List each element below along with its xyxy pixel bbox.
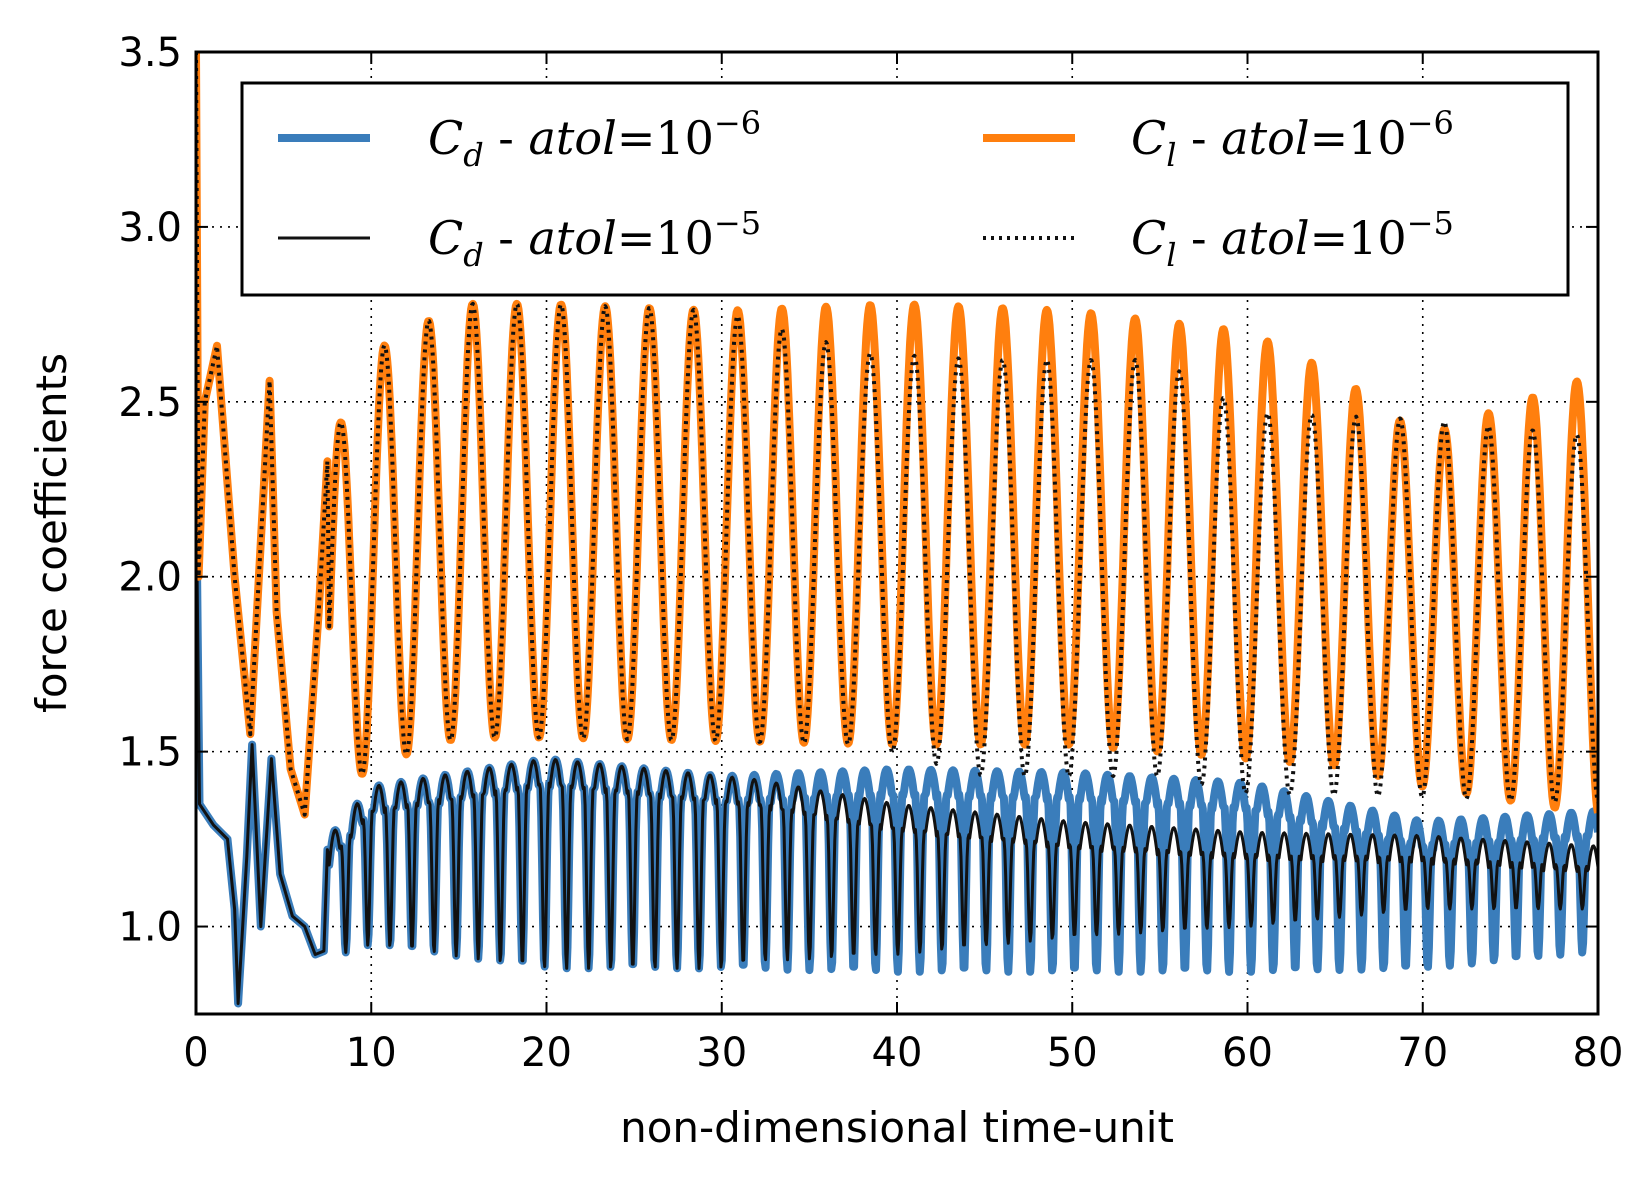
- legend-label-part: =10: [1310, 111, 1407, 165]
- legend-entry-1: Cd - atol=10−5: [278, 204, 761, 274]
- x-axis-label: non-dimensional time-unit: [620, 1103, 1174, 1152]
- legend-box: [240, 81, 1570, 297]
- x-tick-label: 40: [872, 1030, 923, 1076]
- legend-label: Cl - atol=10−6: [1131, 104, 1454, 174]
- legend-label-part: −6: [714, 104, 761, 142]
- x-tick-label: 0: [183, 1030, 208, 1076]
- tick-labels: 0 10 20 30 40 50 60 70 80 1.0 1.5 2.0 2.5 3.0 3.5: [118, 30, 1623, 1076]
- x-tick-label: 20: [521, 1030, 572, 1076]
- legend-label: Cd - atol=10−6: [428, 104, 761, 174]
- legend-label-part: -: [1176, 111, 1221, 165]
- legend-label-part: l: [1166, 136, 1176, 174]
- legend: Cd - atol=10−6Cd - atol=10−5Cl - atol=10…: [240, 81, 1570, 297]
- x-tick-label: 10: [346, 1030, 397, 1076]
- legend-label-part: C: [1131, 211, 1166, 265]
- legend-label: Cd - atol=10−5: [428, 204, 761, 274]
- legend-label-part: atol: [528, 211, 616, 265]
- y-tick-label: 1.0: [118, 905, 182, 951]
- series-line-2: [196, 52, 1598, 819]
- legend-label-part: -: [484, 211, 529, 265]
- legend-label-part: d: [463, 136, 483, 174]
- y-tick-label: 2.5: [118, 380, 182, 426]
- legend-label-part: −5: [714, 204, 761, 242]
- series-line-1: [196, 471, 1598, 1005]
- legend-label-part: C: [428, 111, 463, 165]
- legend-label-part: atol: [1221, 211, 1309, 265]
- y-tick-label: 3.0: [118, 205, 182, 251]
- legend-label-part: −5: [1407, 204, 1454, 242]
- legend-entries: Cd - atol=10−6Cd - atol=10−5Cl - atol=10…: [278, 104, 1454, 274]
- ticks: [195, 51, 1599, 1014]
- legend-label-part: −6: [1407, 104, 1454, 142]
- x-tick-label: 50: [1047, 1030, 1098, 1076]
- y-tick-label: 2.0: [118, 555, 182, 601]
- legend-label-part: d: [463, 236, 483, 274]
- legend-label-part: -: [484, 111, 529, 165]
- legend-label: Cl - atol=10−5: [1131, 204, 1454, 274]
- legend-label-part: atol: [528, 111, 616, 165]
- y-tick-label: 1.5: [118, 730, 182, 776]
- legend-label-part: -: [1176, 211, 1221, 265]
- legend-entry-0: Cd - atol=10−6: [278, 104, 761, 174]
- series-layer: [196, 52, 1598, 1008]
- y-tick-label: 3.5: [118, 30, 182, 76]
- series-line-3: [196, 52, 1598, 817]
- legend-label-part: C: [1131, 111, 1166, 165]
- x-tick-label: 60: [1222, 1030, 1273, 1076]
- legend-label-part: C: [428, 211, 463, 265]
- legend-label-part: =10: [617, 211, 714, 265]
- legend-entry-3: Cl - atol=10−5: [983, 204, 1454, 274]
- legend-entry-2: Cl - atol=10−6: [983, 104, 1454, 174]
- legend-label-part: l: [1166, 236, 1176, 274]
- legend-label-part: =10: [617, 111, 714, 165]
- y-axis-label: force coefficients: [27, 353, 76, 713]
- legend-label-part: =10: [1310, 211, 1407, 265]
- x-tick-label: 30: [696, 1030, 747, 1076]
- legend-label-part: atol: [1221, 111, 1309, 165]
- x-tick-label: 70: [1397, 1030, 1448, 1076]
- x-tick-label: 80: [1573, 1030, 1624, 1076]
- plot-area: [196, 52, 1598, 1008]
